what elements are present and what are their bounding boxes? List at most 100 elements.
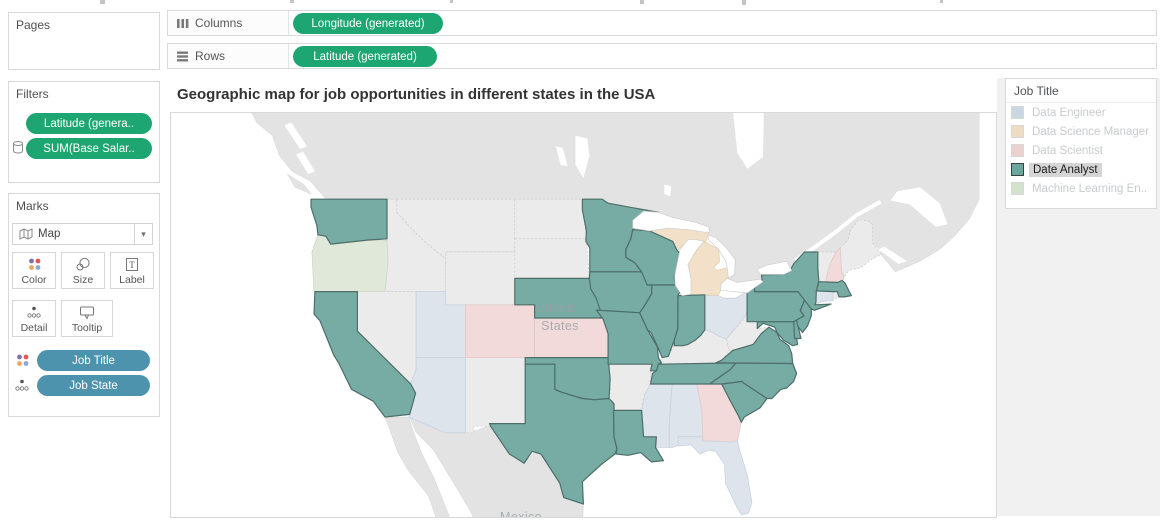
st-lawrence-river [794, 200, 882, 263]
toolbar-remnant [290, 0, 294, 3]
marks-pill-job-title[interactable]: Job Title [37, 350, 150, 371]
filters-panel: Filters Latitude (genera.. SUM(Base Sala… [8, 81, 160, 183]
legend-item-data-science-manager[interactable]: Data Science Manager [1006, 122, 1156, 141]
database-cylinder-icon [11, 140, 25, 155]
map-label: States [541, 319, 579, 333]
state-OR[interactable] [311, 234, 389, 292]
lake-michigan [674, 239, 705, 296]
lake-superior [632, 210, 711, 233]
label-button[interactable]: T Label [110, 252, 154, 289]
state-NH[interactable] [825, 247, 845, 283]
state-IN[interactable] [673, 294, 706, 347]
map-label: Mexico [500, 510, 542, 517]
color-icon [12, 350, 32, 371]
vancouver-island [287, 173, 312, 195]
state-NM[interactable] [465, 357, 526, 434]
map-view[interactable]: United States Mexico [170, 112, 997, 518]
state-AZ[interactable] [408, 357, 466, 434]
legend-swatch [1011, 125, 1024, 138]
map-label: United [536, 301, 575, 315]
state-LA[interactable] [612, 409, 664, 463]
state-FL[interactable] [677, 436, 753, 516]
water-winnipegosis [555, 146, 568, 167]
water-jamesbay [733, 113, 764, 169]
legend-item-data-scientist[interactable]: Data Scientist [1006, 141, 1156, 160]
job-title-legend: Job Title Data Engineer Data Science Man… [1005, 78, 1157, 209]
columns-shelf[interactable]: Columns Longitude (generated) [167, 10, 1157, 36]
size-icon [75, 257, 91, 272]
state-ND[interactable] [514, 198, 587, 240]
legend-item-label: Date Analyst [1029, 162, 1102, 177]
legend-title: Job Title [1006, 79, 1156, 103]
tooltip-icon [79, 305, 95, 320]
water-nipigon [664, 184, 672, 197]
rows-icon [177, 51, 189, 62]
state-ME[interactable] [839, 219, 882, 278]
detail-button[interactable]: Detail [12, 300, 56, 337]
size-button[interactable]: Size [61, 252, 105, 289]
rows-shelf-label: Rows [168, 44, 289, 68]
chevron-down-icon[interactable]: ▾ [134, 224, 152, 244]
legend-item-label: Data Science Manager [1032, 125, 1149, 138]
filter-pill-sum-base-salary[interactable]: SUM(Base Salar.. [26, 138, 152, 159]
state-VA[interactable] [715, 326, 794, 365]
state-WA[interactable] [310, 198, 388, 245]
water-fjord2 [296, 151, 315, 175]
pages-panel: Pages [8, 12, 160, 70]
mark-type-dropdown[interactable]: Map ▾ [12, 223, 153, 245]
legend-item-machine-learning-engineer[interactable]: Machine Learning En.. [1006, 179, 1156, 198]
legend-item-date-analyst[interactable]: Date Analyst [1006, 160, 1156, 179]
marks-panel-title: Marks [16, 199, 49, 213]
legend-swatch [1011, 182, 1024, 195]
detail-button-label: Detail [20, 322, 48, 334]
color-button-label: Color [21, 274, 47, 286]
legend-swatch [1011, 163, 1024, 176]
legend-item-label: Machine Learning En.. [1032, 182, 1148, 195]
state-MA[interactable] [815, 279, 852, 298]
marks-pill-job-state[interactable]: Job State [37, 375, 150, 396]
filter-pill-latitude[interactable]: Latitude (genera.. [26, 113, 152, 134]
color-button[interactable]: Color [12, 252, 56, 289]
state-SD[interactable] [514, 238, 590, 279]
water-fundy [878, 246, 908, 264]
toolbar-remnant [940, 0, 943, 3]
columns-icon [177, 18, 189, 29]
lake-erie [720, 278, 764, 294]
state-NC[interactable] [709, 362, 798, 400]
tooltip-button-label: Tooltip [71, 322, 103, 334]
toolbar-remnant [450, 0, 453, 3]
toolbar-remnant [640, 0, 644, 4]
baja-landmass [384, 416, 450, 517]
columns-shelf-label: Columns [168, 11, 289, 35]
label-button-label: Label [119, 274, 145, 286]
legend-swatch [1011, 144, 1024, 157]
rows-shelf-text: Rows [195, 49, 226, 63]
legend-item-label: Data Scientist [1032, 144, 1103, 157]
toolbar-remnant [742, 0, 746, 5]
legend-item-data-engineer[interactable]: Data Engineer [1006, 103, 1156, 122]
water-winnipeg [575, 135, 590, 179]
tooltip-button[interactable]: Tooltip [61, 300, 113, 337]
detail-icon [12, 375, 32, 396]
rows-pill-latitude[interactable]: Latitude (generated) [293, 46, 437, 67]
water-gulfstlawrence [890, 187, 948, 227]
state-MT[interactable] [396, 198, 516, 259]
state-CO[interactable] [465, 304, 535, 358]
map-mark-icon [19, 228, 33, 240]
size-button-label: Size [72, 274, 94, 286]
legend-item-label: Data Engineer [1032, 106, 1106, 119]
us-map[interactable]: United States Mexico [171, 113, 996, 517]
view-title: Geographic map for job opportunities in … [177, 86, 656, 103]
state-OH[interactable] [704, 291, 748, 340]
state-TX[interactable] [489, 363, 618, 505]
rows-shelf[interactable]: Rows Latitude (generated) [167, 43, 1157, 69]
label-icon: T [125, 257, 139, 272]
mark-type-label: Map [38, 228, 61, 240]
state-PA[interactable] [746, 286, 806, 323]
columns-pill-longitude[interactable]: Longitude (generated) [293, 13, 443, 34]
state-CA[interactable] [313, 291, 417, 418]
state-WY[interactable] [445, 251, 516, 306]
pages-panel-title: Pages [16, 18, 51, 32]
detail-icon [26, 305, 42, 320]
